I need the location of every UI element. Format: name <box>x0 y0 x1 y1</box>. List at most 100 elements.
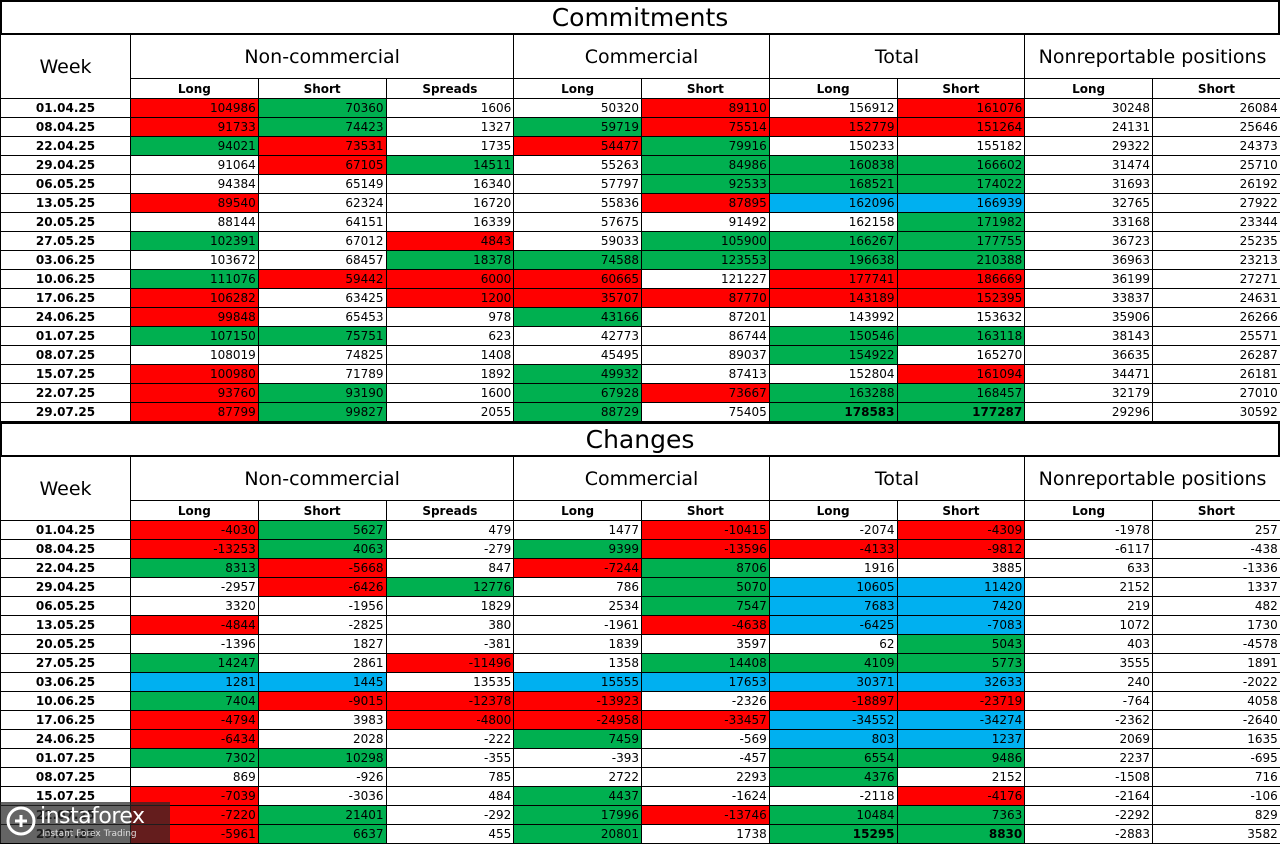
total-short-cell: 161094 <box>897 365 1025 384</box>
total-long-cell: -2074 <box>769 521 897 540</box>
total-long-cell: 166267 <box>769 232 897 251</box>
total-long-cell: 4376 <box>769 768 897 787</box>
commercial-long-cell: 57797 <box>514 175 642 194</box>
commercial-short-cell: 89037 <box>642 346 770 365</box>
commitments-title: Commitments <box>0 0 1280 34</box>
week-cell: 10.06.25 <box>1 692 131 711</box>
nonreportable-short-cell: -438 <box>1153 540 1280 559</box>
total-short-cell: 177755 <box>897 232 1025 251</box>
nonreportable-long-cell: 33168 <box>1025 213 1153 232</box>
week-cell: 20.05.25 <box>1 635 131 654</box>
commercial-long-cell: 17996 <box>514 806 642 825</box>
commercial-short-cell: -33457 <box>642 711 770 730</box>
commercial-long-cell: 1477 <box>514 521 642 540</box>
total-short-cell: -4176 <box>897 787 1025 806</box>
noncommercial-long-cell: 91733 <box>131 118 259 137</box>
nonreportable-long-cell: -2362 <box>1025 711 1153 730</box>
commercial-long-cell: 786 <box>514 578 642 597</box>
total-short-cell: -34274 <box>897 711 1025 730</box>
noncommercial-spreads-cell: 16340 <box>386 175 514 194</box>
changes-table: Week Non-commercial Commercial Total Non… <box>0 456 1280 844</box>
col-header-long: Long <box>131 501 259 521</box>
total-long-cell: 162096 <box>769 194 897 213</box>
noncommercial-short-cell: 74825 <box>258 346 386 365</box>
noncommercial-long-cell: -1396 <box>131 635 259 654</box>
commercial-short-cell: 105900 <box>642 232 770 251</box>
group-header-nonreportable: Nonreportable positions <box>1025 35 1280 79</box>
noncommercial-short-cell: 6637 <box>258 825 386 844</box>
week-cell: 29.04.25 <box>1 578 131 597</box>
noncommercial-short-cell: -1956 <box>258 597 386 616</box>
total-long-cell: 152779 <box>769 118 897 137</box>
noncommercial-spreads-cell: 484 <box>386 787 514 806</box>
total-short-cell: -23719 <box>897 692 1025 711</box>
noncommercial-spreads-cell: -279 <box>386 540 514 559</box>
noncommercial-short-cell: 2028 <box>258 730 386 749</box>
commercial-short-cell: 87201 <box>642 308 770 327</box>
commercial-long-cell: 54477 <box>514 137 642 156</box>
nonreportable-short-cell: 27010 <box>1153 384 1280 403</box>
col-header-long: Long <box>131 79 259 99</box>
total-short-cell: 7363 <box>897 806 1025 825</box>
noncommercial-long-cell: 7302 <box>131 749 259 768</box>
noncommercial-long-cell: 94021 <box>131 137 259 156</box>
nonreportable-long-cell: -2292 <box>1025 806 1153 825</box>
total-short-cell: 9486 <box>897 749 1025 768</box>
total-short-cell: -9812 <box>897 540 1025 559</box>
commercial-short-cell: -569 <box>642 730 770 749</box>
commercial-long-cell: 2534 <box>514 597 642 616</box>
noncommercial-long-cell: 106282 <box>131 289 259 308</box>
total-short-cell: 153632 <box>897 308 1025 327</box>
total-long-cell: 168521 <box>769 175 897 194</box>
nonreportable-short-cell: 26181 <box>1153 365 1280 384</box>
week-cell: 10.06.25 <box>1 270 131 289</box>
nonreportable-short-cell: 4058 <box>1153 692 1280 711</box>
nonreportable-short-cell: 25646 <box>1153 118 1280 137</box>
noncommercial-short-cell: -9015 <box>258 692 386 711</box>
total-short-cell: 174022 <box>897 175 1025 194</box>
week-cell: 15.07.25 <box>1 365 131 384</box>
noncommercial-short-cell: 4063 <box>258 540 386 559</box>
group-header-noncommercial: Non-commercial <box>131 35 514 79</box>
nonreportable-long-cell: 24131 <box>1025 118 1153 137</box>
nonreportable-short-cell: 27922 <box>1153 194 1280 213</box>
noncommercial-short-cell: 1445 <box>258 673 386 692</box>
commercial-short-cell: -13746 <box>642 806 770 825</box>
commercial-short-cell: 75405 <box>642 403 770 422</box>
noncommercial-short-cell: 63425 <box>258 289 386 308</box>
nonreportable-long-cell: 36963 <box>1025 251 1153 270</box>
nonreportable-short-cell: 26192 <box>1153 175 1280 194</box>
total-long-cell: 6554 <box>769 749 897 768</box>
commercial-short-cell: -457 <box>642 749 770 768</box>
noncommercial-spreads-cell: 455 <box>386 825 514 844</box>
nonreportable-long-cell: 33837 <box>1025 289 1153 308</box>
commercial-short-cell: 5070 <box>642 578 770 597</box>
week-cell: 22.04.25 <box>1 559 131 578</box>
noncommercial-short-cell: 99827 <box>258 403 386 422</box>
commercial-long-cell: 1839 <box>514 635 642 654</box>
noncommercial-spreads-cell: 1200 <box>386 289 514 308</box>
noncommercial-spreads-cell: 978 <box>386 308 514 327</box>
nonreportable-short-cell: 1337 <box>1153 578 1280 597</box>
noncommercial-spreads-cell: 18378 <box>386 251 514 270</box>
group-header-total: Total <box>769 35 1025 79</box>
total-short-cell: 8830 <box>897 825 1025 844</box>
changes-panel: Changes Week Non-commercial Commercial T… <box>0 422 1280 843</box>
noncommercial-long-cell: 93760 <box>131 384 259 403</box>
noncommercial-spreads-cell: -4800 <box>386 711 514 730</box>
total-long-cell: 160838 <box>769 156 897 175</box>
nonreportable-long-cell: 1072 <box>1025 616 1153 635</box>
commercial-long-cell: 59033 <box>514 232 642 251</box>
week-cell: 27.05.25 <box>1 232 131 251</box>
noncommercial-spreads-cell: 1600 <box>386 384 514 403</box>
